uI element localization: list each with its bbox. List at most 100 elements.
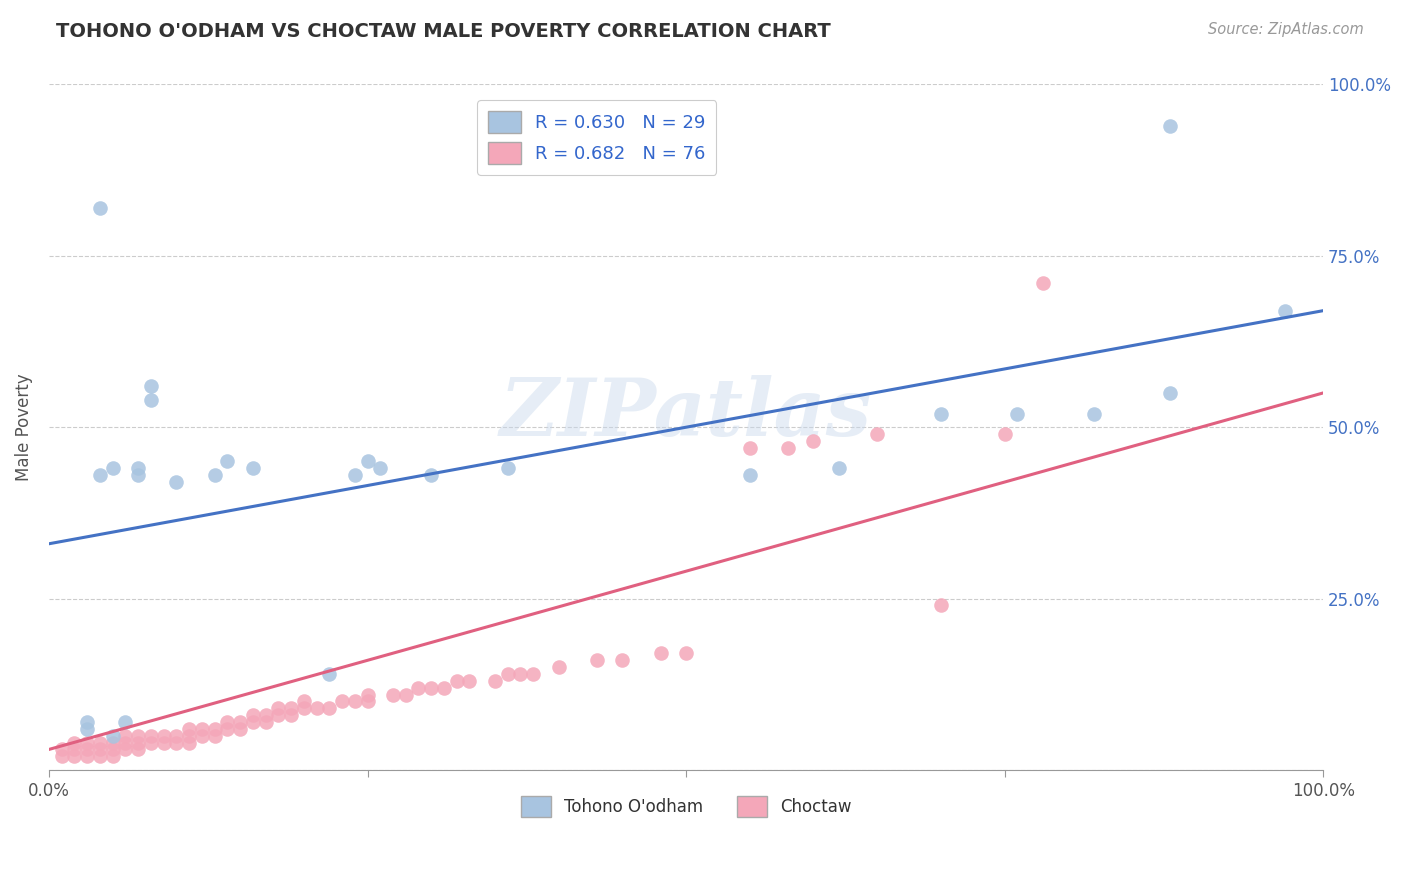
Point	[191, 722, 214, 736]
Point	[152, 729, 174, 743]
Point	[89, 201, 111, 215]
Point	[217, 722, 239, 736]
Point	[165, 735, 187, 749]
Point	[866, 427, 889, 442]
Point	[675, 647, 697, 661]
Point	[1159, 386, 1181, 401]
Point	[101, 735, 124, 749]
Y-axis label: Male Poverty: Male Poverty	[15, 374, 32, 481]
Point	[828, 461, 851, 475]
Point	[267, 701, 290, 715]
Point	[522, 667, 544, 681]
Point	[458, 673, 481, 688]
Point	[127, 461, 149, 475]
Point	[446, 673, 468, 688]
Point	[368, 461, 391, 475]
Point	[204, 468, 226, 483]
Point	[1159, 119, 1181, 133]
Point	[89, 468, 111, 483]
Point	[139, 735, 162, 749]
Point	[994, 427, 1017, 442]
Text: ZIPatlas: ZIPatlas	[501, 375, 872, 452]
Point	[114, 742, 136, 756]
Point	[242, 708, 264, 723]
Point	[101, 729, 124, 743]
Text: TOHONO O'ODHAM VS CHOCTAW MALE POVERTY CORRELATION CHART: TOHONO O'ODHAM VS CHOCTAW MALE POVERTY C…	[56, 22, 831, 41]
Point	[76, 735, 98, 749]
Point	[89, 742, 111, 756]
Point	[127, 742, 149, 756]
Point	[165, 475, 187, 489]
Text: Source: ZipAtlas.com: Source: ZipAtlas.com	[1208, 22, 1364, 37]
Point	[179, 735, 201, 749]
Point	[179, 729, 201, 743]
Point	[139, 729, 162, 743]
Point	[101, 749, 124, 764]
Point	[420, 468, 443, 483]
Point	[217, 714, 239, 729]
Point	[179, 722, 201, 736]
Point	[152, 735, 174, 749]
Point	[929, 599, 952, 613]
Point	[127, 735, 149, 749]
Point	[51, 749, 73, 764]
Point	[127, 468, 149, 483]
Point	[408, 681, 430, 695]
Point	[330, 694, 353, 708]
Point	[217, 454, 239, 468]
Point	[76, 742, 98, 756]
Point	[356, 694, 378, 708]
Point	[738, 441, 761, 455]
Point	[242, 461, 264, 475]
Point	[204, 722, 226, 736]
Point	[191, 729, 214, 743]
Point	[254, 714, 277, 729]
Point	[1007, 407, 1029, 421]
Point	[803, 434, 825, 448]
Point	[114, 729, 136, 743]
Point	[114, 735, 136, 749]
Point	[1274, 303, 1296, 318]
Point	[356, 454, 378, 468]
Point	[76, 749, 98, 764]
Point	[101, 742, 124, 756]
Point	[509, 667, 531, 681]
Point	[292, 701, 315, 715]
Point	[305, 701, 328, 715]
Point	[496, 461, 519, 475]
Point	[63, 749, 86, 764]
Point	[280, 708, 302, 723]
Point	[484, 673, 506, 688]
Point	[292, 694, 315, 708]
Point	[586, 653, 609, 667]
Point	[496, 667, 519, 681]
Point	[343, 468, 366, 483]
Point	[229, 714, 252, 729]
Point	[114, 714, 136, 729]
Point	[127, 729, 149, 743]
Point	[63, 742, 86, 756]
Point	[267, 708, 290, 723]
Point	[89, 749, 111, 764]
Point	[89, 735, 111, 749]
Point	[612, 653, 634, 667]
Legend: Tohono O'odham, Choctaw: Tohono O'odham, Choctaw	[515, 789, 858, 823]
Point	[63, 735, 86, 749]
Point	[420, 681, 443, 695]
Point	[395, 688, 418, 702]
Point	[139, 392, 162, 407]
Point	[433, 681, 456, 695]
Point	[76, 722, 98, 736]
Point	[650, 647, 672, 661]
Point	[343, 694, 366, 708]
Point	[242, 714, 264, 729]
Point	[165, 729, 187, 743]
Point	[318, 701, 340, 715]
Point	[204, 729, 226, 743]
Point	[101, 461, 124, 475]
Point	[318, 667, 340, 681]
Point	[929, 407, 952, 421]
Point	[229, 722, 252, 736]
Point	[738, 468, 761, 483]
Point	[1083, 407, 1105, 421]
